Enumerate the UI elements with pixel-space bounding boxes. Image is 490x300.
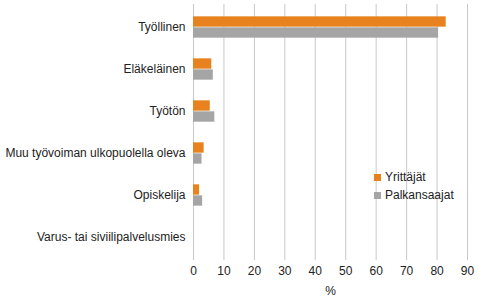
svg-text:40: 40 [309, 264, 323, 278]
svg-text:Työllinen: Työllinen [138, 20, 185, 34]
svg-text:80: 80 [430, 264, 444, 278]
html-text:Yrittäjät: Yrittäjät [385, 170, 426, 184]
svg-text:10: 10 [217, 264, 231, 278]
svg-text:Eläkeläinen: Eläkeläinen [123, 62, 185, 76]
svg-text:0: 0 [190, 264, 197, 278]
html-text:Palkansaajat: Palkansaajat [385, 188, 454, 202]
svg-text:50: 50 [339, 264, 353, 278]
svg-text:60: 60 [369, 264, 383, 278]
svg-text:Opiskelija: Opiskelija [133, 188, 185, 202]
svg-text:90: 90 [461, 264, 475, 278]
svg-text:Muu työvoiman ulkopuolella ole: Muu työvoiman ulkopuolella oleva [5, 146, 185, 160]
svg-text:20: 20 [248, 264, 262, 278]
svg-text:%: % [325, 284, 336, 298]
svg-text:Työtön: Työtön [149, 104, 185, 118]
svg-text:30: 30 [278, 264, 292, 278]
svg-text:Varus- tai siviilipalvelusmies: Varus- tai siviilipalvelusmies [37, 230, 186, 244]
svg-text:70: 70 [400, 264, 414, 278]
